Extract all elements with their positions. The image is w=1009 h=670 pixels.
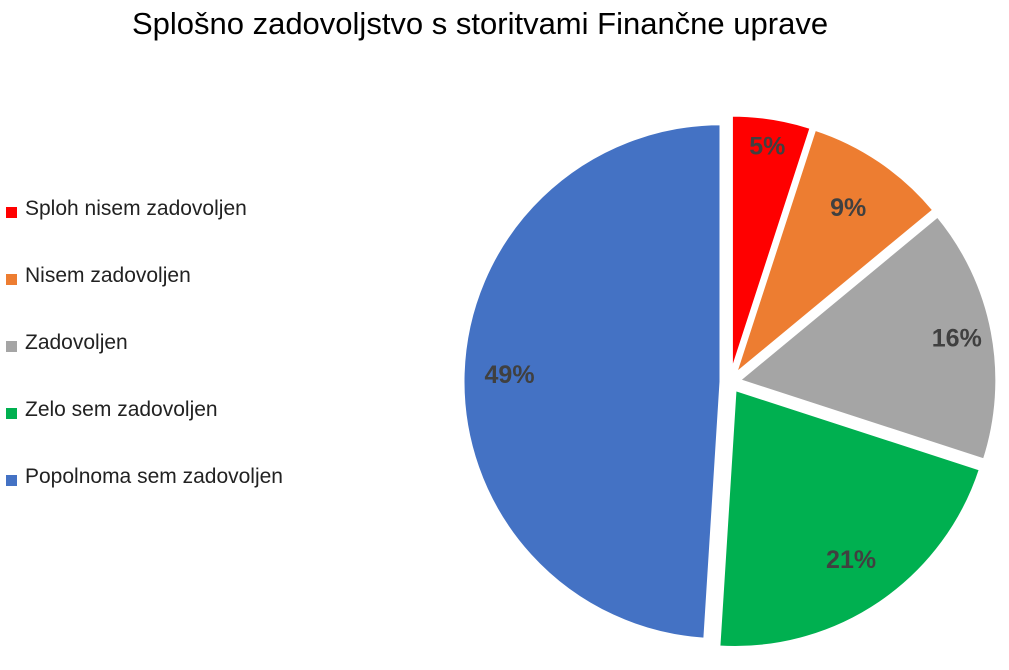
legend-item: Popolnoma sem zadovoljen	[6, 465, 283, 532]
legend-label: Zadovoljen	[25, 331, 128, 354]
legend-label: Zelo sem zadovoljen	[25, 398, 218, 421]
legend-item: Sploh nisem zadovoljen	[6, 197, 283, 264]
pie-slice	[732, 127, 936, 380]
slice-data-label: 21%	[826, 546, 876, 574]
pie-slice	[735, 213, 999, 462]
legend-item: Zelo sem zadovoljen	[6, 398, 283, 465]
legend-item: Nisem zadovoljen	[6, 264, 283, 331]
slice-data-label: 16%	[932, 325, 982, 353]
legend-label: Popolnoma sem zadovoljen	[25, 465, 283, 488]
legend-swatch	[6, 274, 17, 285]
slice-data-label: 9%	[830, 194, 866, 222]
legend-swatch	[6, 475, 17, 486]
legend-item: Zadovoljen	[6, 331, 283, 398]
slice-data-label: 5%	[749, 132, 785, 160]
legend-swatch	[6, 207, 17, 218]
legend-swatch	[6, 408, 17, 419]
legend-swatch	[6, 341, 17, 352]
chart-legend: Sploh nisem zadovoljen Nisem zadovoljen …	[6, 197, 283, 532]
chart-title: Splošno zadovoljstvo s storitvami Finanč…	[131, 6, 829, 41]
pie-slice	[461, 122, 723, 641]
pie-slice	[717, 387, 983, 649]
pie-slice	[729, 113, 814, 374]
slice-data-label: 49%	[485, 361, 535, 389]
legend-label: Nisem zadovoljen	[25, 264, 191, 287]
legend-label: Sploh nisem zadovoljen	[25, 197, 247, 220]
